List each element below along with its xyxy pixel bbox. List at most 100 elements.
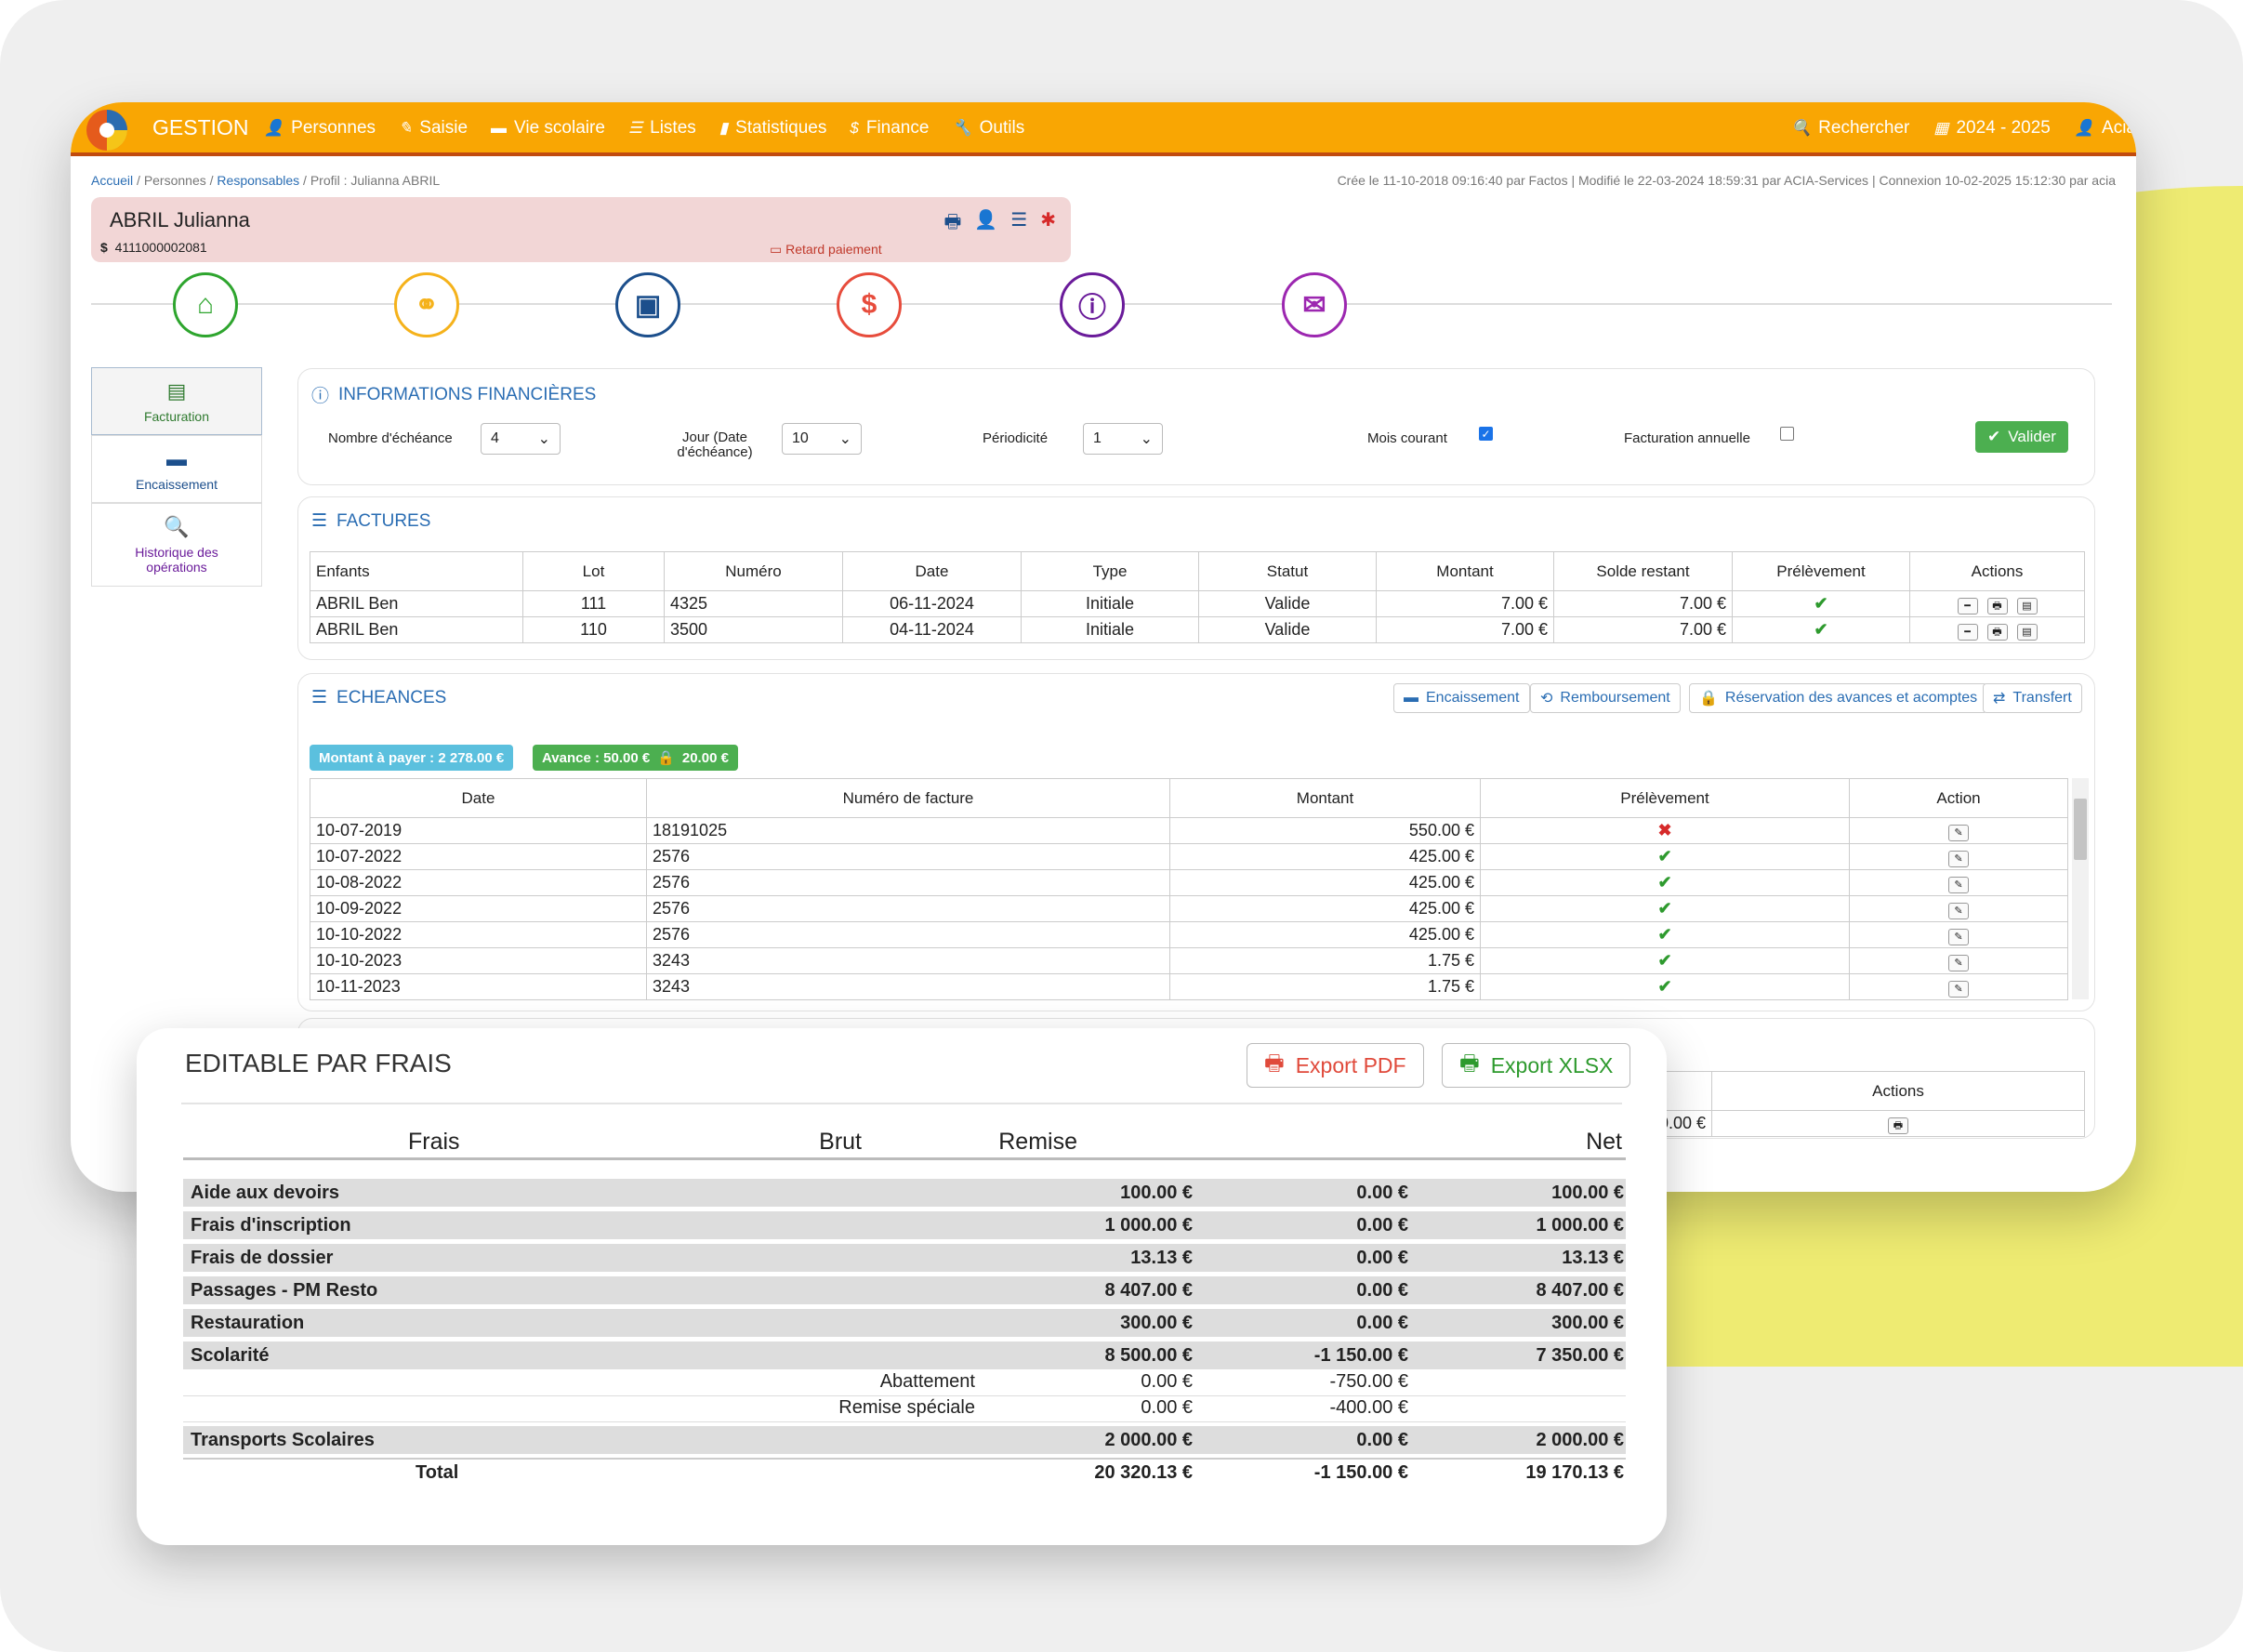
reservation-button[interactable]: 🔒 Réservation des avances et acomptes (1689, 683, 1988, 713)
print-button[interactable]: 🖶 (1888, 1117, 1908, 1134)
brand-title[interactable]: GESTION (152, 115, 249, 139)
list-icon[interactable]: ☰ (1010, 210, 1028, 231)
home-tab[interactable]: ⌂ (173, 272, 238, 337)
year-selector[interactable]: ▦ 2024 - 2025 (1933, 118, 2051, 138)
money-icon: ▭ (770, 242, 783, 257)
table-row: Frais d'inscription 1 000.00 €0.00 €1 000… (183, 1211, 1626, 1239)
alarm-icon[interactable]: ✱ (1040, 210, 1056, 231)
scrollbar[interactable] (2072, 778, 2089, 999)
calendar-icon: ▦ (1933, 119, 1949, 137)
list-icon: ☰ (627, 119, 643, 137)
edit-button[interactable]: ✎ (1948, 928, 1969, 945)
remboursement-button[interactable]: ⟲ Remboursement (1530, 683, 1681, 713)
print-icon: 🖶 (1264, 1050, 1285, 1075)
print-icon[interactable]: 🖶 (943, 212, 962, 232)
user-menu[interactable]: 👤 Acia (2074, 118, 2136, 138)
menu-saisie[interactable]: ✎ Saisie (399, 118, 468, 138)
col-montant: Montant (1169, 778, 1481, 818)
edit-button[interactable]: ✎ (1948, 954, 1969, 971)
col-statut: Statut (1198, 551, 1377, 591)
edit-button[interactable]: ✎ (1948, 980, 1969, 998)
transfert-button[interactable]: ⇄ Transfert (1983, 683, 2082, 713)
search-icon: 🔍 (164, 515, 190, 538)
dollar-icon: $ (861, 289, 877, 320)
divider (181, 1103, 1622, 1104)
menu-statistiques[interactable]: ▮ Statistiques (719, 118, 827, 138)
finance-tab[interactable]: $ (837, 272, 902, 337)
search-link[interactable]: 🔍 Rechercher (1790, 118, 1910, 138)
breadcrumb-responsables[interactable]: Responsables (217, 173, 300, 188)
link-icon: ⚭ (415, 289, 439, 321)
menu-vie-scolaire[interactable]: ▬ Vie scolaire (491, 118, 605, 138)
periodicite-select[interactable]: 1 ⌄ (1083, 423, 1163, 455)
menu-personnes[interactable]: 👤 Personnes (264, 118, 376, 138)
col-lot: Lot (522, 551, 665, 591)
sidebar: ▤ Facturation ▬ Encaissement 🔍 Historique d… (91, 367, 262, 587)
frais-card: EDITABLE PAR FRAIS 🖶 Export PDF 🖶 Export X… (137, 1028, 1667, 1545)
user-icon: 👤 (264, 119, 284, 137)
status-badge: ▭ Retard paiement (770, 242, 882, 257)
profile-name: ABRIL Julianna (110, 208, 250, 231)
menu-listes[interactable]: ☰ Listes (627, 118, 696, 138)
briefcase-tab[interactable]: ▣ (615, 272, 680, 337)
account-number: $ 4111000002081 (100, 240, 207, 255)
breadcrumb-accueil[interactable]: Accueil (91, 173, 134, 188)
info-icon: ⓘ (1078, 293, 1106, 324)
logo-icon (86, 110, 127, 151)
edit-button[interactable]: ✎ (1948, 876, 1969, 893)
mail-tab[interactable]: ✉ (1282, 272, 1347, 337)
wrench-icon: 🔧 (952, 119, 972, 137)
minus-button[interactable]: ━ (1957, 623, 1978, 641)
invoice-button[interactable]: ▤ (2016, 597, 2038, 615)
briefcase-icon: ▣ (634, 289, 662, 321)
invoice-button[interactable]: ▤ (2016, 623, 2038, 641)
periodicite-label: Périodicité (983, 430, 1049, 446)
edit-button[interactable]: ✎ (1948, 902, 1969, 919)
col-frais: Frais (408, 1129, 460, 1155)
user-add-icon[interactable]: 👤 (974, 210, 998, 231)
edit-button[interactable]: ✎ (1948, 824, 1969, 841)
user-icon: 👤 (2074, 119, 2095, 137)
montant-a-payer-badge: Montant à payer : 2 278.00 € (310, 745, 514, 771)
export-xlsx-button[interactable]: 🖶 Export XLSX (1442, 1043, 1631, 1088)
print-button[interactable]: 🖶 (1986, 623, 2008, 641)
menu-finance[interactable]: $ Finance (850, 118, 930, 138)
panel-title: ☰ FACTURES (311, 510, 431, 532)
echeances-panel: ☰ ECHEANCES ▬ Encaissement ⟲ Remboursement … (297, 673, 2095, 1011)
mois-courant-checkbox[interactable]: ✓ (1479, 427, 1493, 441)
search-icon: 🔍 (1790, 119, 1812, 137)
invoice-icon: ▤ (166, 378, 187, 403)
mail-icon: ✉ (1302, 289, 1326, 321)
check-icon: ✔ (1657, 847, 1672, 866)
col-date: Date (842, 551, 1022, 591)
record-meta: Crée le 11-10-2018 09:16:40 par Factos |… (1337, 173, 2116, 188)
table-row: Aide aux devoirs 100.00 €0.00 €100.00 € (183, 1179, 1626, 1207)
minus-button[interactable]: ━ (1957, 597, 1978, 615)
sidebar-item-facturation[interactable]: ▤ Facturation (91, 367, 262, 435)
table-row: 10-07-2022 2576 425.00 € ✔ ✎ (310, 843, 2068, 870)
facturation-annuelle-checkbox[interactable] (1780, 427, 1794, 441)
table-row: Passages - PM Resto 8 407.00 €0.00 €8 407… (183, 1276, 1626, 1304)
breadcrumb: Accueil / Personnes / Responsables / Pro… (91, 173, 441, 188)
col-remise: Remise (998, 1129, 1077, 1155)
nb-echeance-select[interactable]: 4 ⌄ (481, 423, 561, 455)
check-icon: ✔ (1814, 620, 1828, 639)
edit-button[interactable]: ✎ (1948, 850, 1969, 867)
sidebar-item-encaissement[interactable]: ▬ Encaissement (91, 435, 262, 503)
encaissement-button[interactable]: ▬ Encaissement (1393, 683, 1530, 713)
jour-select[interactable]: 10 ⌄ (782, 423, 862, 455)
links-tab[interactable]: ⚭ (394, 272, 459, 337)
valider-button[interactable]: ✔ Valider (1975, 421, 2068, 453)
print-button[interactable]: 🖶 (1986, 597, 2008, 615)
sidebar-item-historique[interactable]: 🔍 Historique des opérations (91, 503, 262, 587)
check-icon: ✔ (1657, 873, 1672, 892)
table-row: Scolarité 8 500.00 € -1 150.00 €7 350.00 € (183, 1341, 1626, 1369)
table-row: ABRIL Ben 110 3500 04-11-2024 Initiale V… (310, 616, 2085, 643)
menu-outils[interactable]: 🔧 Outils (952, 118, 1025, 138)
info-tab[interactable]: ⓘ (1060, 272, 1125, 337)
chevron-down-icon: ⌄ (537, 431, 550, 447)
scrollbar-thumb[interactable] (2074, 799, 2087, 860)
export-pdf-button[interactable]: 🖶 Export PDF (1247, 1043, 1424, 1088)
col-numero: Numéro (664, 551, 843, 591)
dollar-icon: $ (850, 119, 859, 137)
